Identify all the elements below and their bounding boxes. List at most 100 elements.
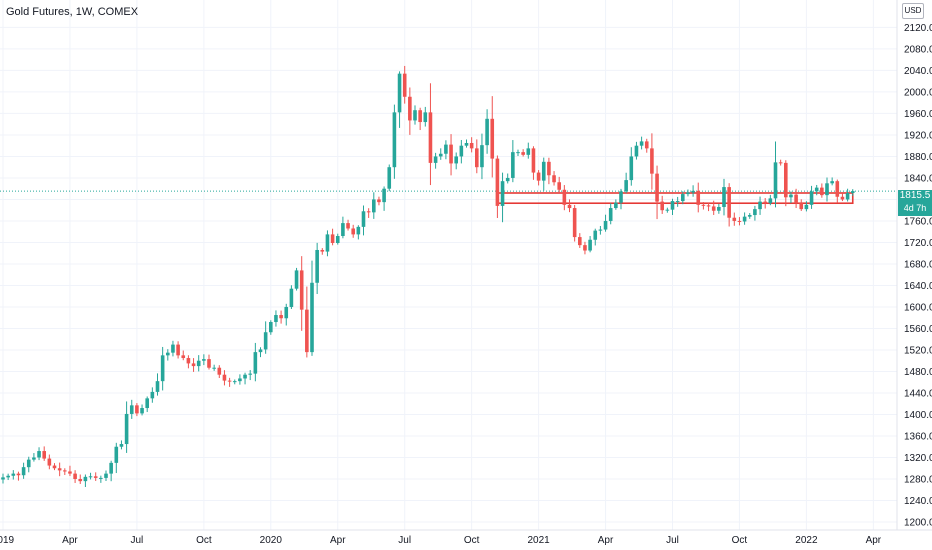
candle [57,462,62,477]
candle [644,138,649,153]
candle-body [686,192,690,195]
candle [742,212,747,225]
candle [681,191,685,205]
candle-body [191,363,196,367]
candle-body [547,161,551,176]
candle-body [552,175,556,183]
candle-body [387,167,392,189]
candle-body [119,444,124,447]
candle [408,87,412,135]
y-tick-label: 1360.0 [904,431,932,442]
x-tick-label: 2019 [0,535,15,546]
candle [289,285,294,309]
candle-body [444,144,448,154]
support-zone-rect[interactable] [496,192,854,205]
candle-body [557,182,561,190]
candle-body [315,249,319,283]
candle-body [145,398,149,409]
candle [475,139,479,174]
grid [0,0,897,530]
x-tick-label: 2022 [795,535,818,546]
candle-body [639,141,644,146]
x-tick-label: Apr [598,535,614,546]
candle [639,136,644,150]
candle-body [160,355,165,382]
candle [830,177,834,186]
candle [418,107,422,131]
candle-body [485,118,489,146]
candle-body [366,211,371,213]
candle-body [809,191,814,205]
candle-body [588,239,592,251]
candle-body [428,112,433,163]
candle-body [263,332,268,350]
candle [119,440,124,450]
candle-body [758,201,762,210]
candle-body [320,249,325,252]
candle [176,341,180,359]
candle-body [696,190,701,205]
candle [320,248,325,255]
candle [325,230,330,257]
candle [207,354,211,370]
y-tick-label: 1840.0 [904,173,932,184]
y-tick-label: 2000.0 [904,87,932,98]
candle-body [171,344,175,353]
candle-body [68,471,72,474]
support-zone [496,192,854,205]
candle-body [243,374,247,379]
currency-badge[interactable]: USD [902,3,924,19]
candle-body [464,143,469,146]
candle-body [634,145,639,157]
y-tick-label: 1560.0 [904,324,932,335]
candle [140,404,144,416]
candle-body [392,112,397,168]
candle [366,208,371,218]
candle [614,199,618,210]
candle-body [773,162,778,199]
price-axis[interactable]: 1200.0 1240.0 1280.0 1320.0 1360.0 1400.0 1440… [904,23,932,529]
candle [490,96,495,178]
time-axis[interactable]: 2019 Apr Jul Oct 2020 Apr Jul Oct 2021 Apr Jul Oct 2… [0,535,882,546]
x-tick-label: 2021 [527,535,550,546]
candle [191,358,196,372]
candle-body [820,187,824,196]
candle [804,201,809,212]
candle-body [341,223,345,237]
y-tick-label: 1920.0 [904,130,932,141]
candle-body [727,187,731,218]
candle [258,347,263,358]
candle-body [644,141,649,149]
candle-body [155,381,160,392]
candle [562,185,567,211]
candle [454,152,458,170]
y-tick-label: 1720.0 [904,238,932,249]
candle [382,186,386,211]
candle-body [330,234,335,243]
candle [166,349,170,361]
candle-body [294,270,299,289]
candle [531,146,536,180]
candle-body [799,203,804,210]
candle [634,141,639,160]
candle-body [655,173,659,202]
candle-body [603,220,608,230]
candle [459,139,464,164]
candle [536,170,541,186]
candle-body [670,201,675,210]
candle-body [830,181,834,184]
y-tick-label: 1960.0 [904,109,932,120]
candle-body [742,216,747,222]
candle-body [526,148,531,155]
y-tick-label: 1680.0 [904,259,932,270]
candle [747,213,752,219]
candle [495,155,500,218]
bar-countdown: 4d 7h [903,203,927,213]
candle [21,462,26,479]
candle-body [624,180,628,192]
candle-body [52,465,57,469]
candle-body [681,194,685,202]
candle-body [521,152,525,155]
candle-body [835,181,840,197]
candle-body [583,245,587,251]
